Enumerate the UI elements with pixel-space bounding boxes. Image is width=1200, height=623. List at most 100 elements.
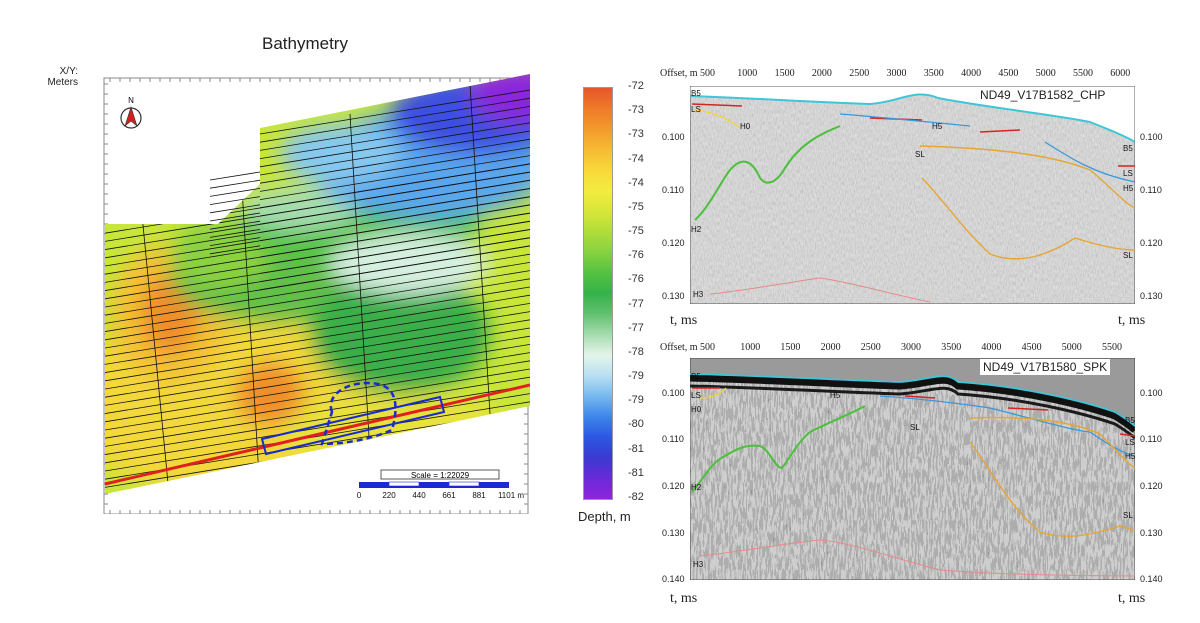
colorbar-tick-label: -78 <box>628 345 644 358</box>
scale-tick: 881 <box>472 491 486 500</box>
offset-tick: 500 <box>700 342 715 353</box>
survey-line <box>259 212 530 258</box>
scale-tick: 440 <box>412 491 426 500</box>
offset-tick: 4000 <box>981 342 1002 353</box>
horizon-label: H5 <box>1125 452 1136 461</box>
survey-lines <box>105 83 530 494</box>
survey-line <box>209 229 261 238</box>
survey-line-stubs <box>209 171 261 255</box>
axis-label-meters: Meters <box>47 77 78 88</box>
time-axis-label: t, ms <box>1118 313 1146 328</box>
survey-line <box>105 270 530 341</box>
time-tick: 0.120 <box>1140 481 1163 491</box>
horizon-label: H0 <box>691 405 702 414</box>
colorbar-gradient <box>584 88 612 499</box>
offset-tick: 2000 <box>811 68 832 79</box>
offset-axis-label: Offset, m <box>660 68 698 79</box>
time-tick: 0.110 <box>1140 434 1162 444</box>
offset-tick: 1000 <box>740 342 761 353</box>
north-arrow-icon: N <box>120 96 142 129</box>
horizon-label: LS <box>691 391 701 400</box>
time-tick: 0.130 <box>662 291 685 301</box>
scale-tick: 1101 m <box>498 491 524 500</box>
offset-tick: 2500 <box>860 342 881 353</box>
survey-line <box>105 286 530 358</box>
survey-line <box>209 196 261 205</box>
h5-horizon <box>879 395 1091 433</box>
offset-axis-label: Offset, m <box>660 342 698 353</box>
offset-tick: 4000 <box>961 68 982 79</box>
survey-line <box>105 278 530 350</box>
survey-line <box>105 393 530 464</box>
survey-line <box>209 237 261 246</box>
north-label: N <box>128 96 134 105</box>
offset-tick: 3500 <box>923 68 944 79</box>
colorbar-tick-label: -73 <box>628 128 644 141</box>
horizon-label: H2 <box>691 483 702 492</box>
survey-line <box>105 262 530 333</box>
time-tick: 0.100 <box>1140 388 1163 398</box>
time-tick: 0.130 <box>1140 528 1163 538</box>
survey-line <box>105 253 530 325</box>
survey-line <box>209 212 261 222</box>
horizon-label: SL <box>910 423 920 432</box>
survey-line <box>105 319 530 391</box>
horizon-label: H5 <box>830 391 841 400</box>
survey-line <box>259 237 530 282</box>
offset-tick: 4500 <box>998 68 1019 79</box>
time-tick: 0.110 <box>662 185 684 195</box>
survey-line <box>259 179 530 225</box>
sl-horizon <box>969 441 1135 537</box>
ls-horizon <box>1007 407 1049 411</box>
h5-horizon <box>1044 141 1135 183</box>
sl-horizon <box>919 145 1135 209</box>
horizon-label: H3 <box>693 290 704 299</box>
time-tick: 0.100 <box>662 132 685 142</box>
time-tick: 0.110 <box>662 434 684 444</box>
horizon-label: B5 <box>691 372 701 381</box>
survey-line <box>209 204 261 214</box>
survey-line <box>469 83 491 415</box>
offset-tick: 2500 <box>849 68 870 79</box>
offset-tick: 3000 <box>886 68 907 79</box>
colorbar-tick-label: -76 <box>628 273 644 286</box>
ls-horizon <box>904 395 936 399</box>
offset-tick: 3000 <box>901 342 921 353</box>
survey-line <box>139 193 171 494</box>
horizon-label: SL <box>1123 251 1133 260</box>
seismic-panel-bottom: Offset, m 500 1000 1500 2000 2500 3000 3500 400… <box>640 338 1185 618</box>
offset-tick: 5000 <box>1035 68 1056 79</box>
survey-line <box>105 344 530 415</box>
horizon-label: B5 <box>1125 416 1135 425</box>
offset-tick: 5500 <box>1102 342 1122 353</box>
profile-line <box>104 383 530 486</box>
ls-horizon <box>1119 433 1135 437</box>
scale-tick: 661 <box>442 491 456 500</box>
scale-bar: Scale = 1:22029 0 220 440 661 881 1101 m <box>357 469 524 506</box>
time-tick: 0.120 <box>1140 238 1163 248</box>
scale-title: Scale = 1:22029 <box>411 471 470 480</box>
scale-tick: 220 <box>382 491 396 500</box>
profile-box <box>260 395 446 456</box>
survey-line <box>209 171 261 181</box>
horizon-label: B5 <box>691 89 701 98</box>
survey-line <box>105 303 530 374</box>
horizon-label: LS <box>1125 438 1135 447</box>
ls-horizon <box>979 129 1021 133</box>
survey-line <box>259 163 530 209</box>
colorbar-tick-label: -82 <box>628 491 644 503</box>
section-title-bottom: ND49_V17B1580_SPK <box>980 359 1111 375</box>
sl-horizon <box>921 177 1135 260</box>
colorbar-tick-label: -79 <box>628 394 644 407</box>
offset-tick: 2000 <box>820 342 841 353</box>
seismic-section-bottom <box>690 358 1135 580</box>
map-title: Bathymetry <box>262 34 348 53</box>
time-tick: 0.140 <box>662 574 685 584</box>
survey-line <box>105 360 530 432</box>
colorbar-tick-label: -81 <box>628 442 644 455</box>
h0-horizon <box>694 109 741 129</box>
bathymetry-map: N <box>103 74 530 514</box>
horizon-label: SL <box>915 150 925 159</box>
time-axis-label: t, ms <box>1118 591 1146 606</box>
time-tick: 0.110 <box>1140 185 1162 195</box>
